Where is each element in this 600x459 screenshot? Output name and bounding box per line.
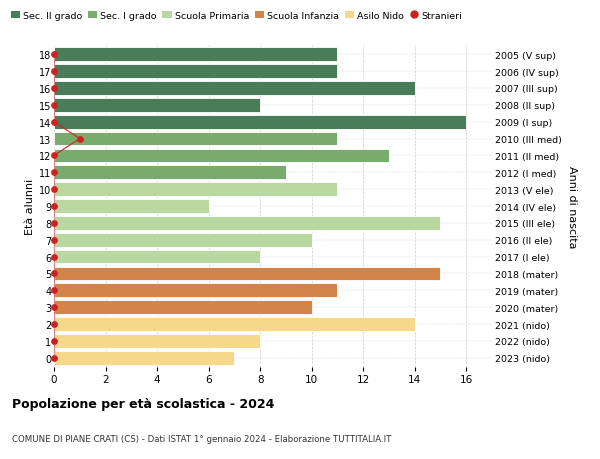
Bar <box>54 183 337 196</box>
Point <box>49 236 59 244</box>
Bar <box>54 132 337 146</box>
Point <box>49 51 59 59</box>
Point <box>49 119 59 126</box>
Text: COMUNE DI PIANE CRATI (CS) - Dati ISTAT 1° gennaio 2024 - Elaborazione TUTTITALI: COMUNE DI PIANE CRATI (CS) - Dati ISTAT … <box>12 434 391 443</box>
Point <box>49 85 59 92</box>
Point <box>49 354 59 362</box>
Bar <box>54 318 415 331</box>
Point <box>49 337 59 345</box>
Bar <box>54 233 311 247</box>
Point <box>49 321 59 328</box>
Bar <box>54 351 235 365</box>
Point <box>49 152 59 160</box>
Bar <box>54 99 260 112</box>
Bar <box>54 267 440 281</box>
Point <box>49 304 59 311</box>
Point <box>49 270 59 278</box>
Bar <box>54 116 466 129</box>
Bar <box>54 149 389 163</box>
Legend: Sec. II grado, Sec. I grado, Scuola Primaria, Scuola Infanzia, Asilo Nido, Stran: Sec. II grado, Sec. I grado, Scuola Prim… <box>11 11 463 21</box>
Bar <box>54 65 337 79</box>
Bar <box>54 217 440 230</box>
Y-axis label: Anni di nascita: Anni di nascita <box>567 165 577 248</box>
Point <box>49 102 59 109</box>
Point <box>49 169 59 177</box>
Bar <box>54 301 311 314</box>
Bar <box>54 284 337 297</box>
Point <box>49 186 59 193</box>
Point <box>75 135 85 143</box>
Bar <box>54 250 260 264</box>
Bar <box>54 48 337 62</box>
Text: Popolazione per età scolastica - 2024: Popolazione per età scolastica - 2024 <box>12 397 274 410</box>
Point <box>49 287 59 294</box>
Point <box>49 253 59 261</box>
Point <box>49 203 59 210</box>
Bar <box>54 82 415 95</box>
Bar <box>54 166 286 180</box>
Point <box>49 220 59 227</box>
Bar <box>54 200 209 213</box>
Y-axis label: Età alunni: Età alunni <box>25 179 35 235</box>
Point <box>49 68 59 76</box>
Bar <box>54 334 260 348</box>
